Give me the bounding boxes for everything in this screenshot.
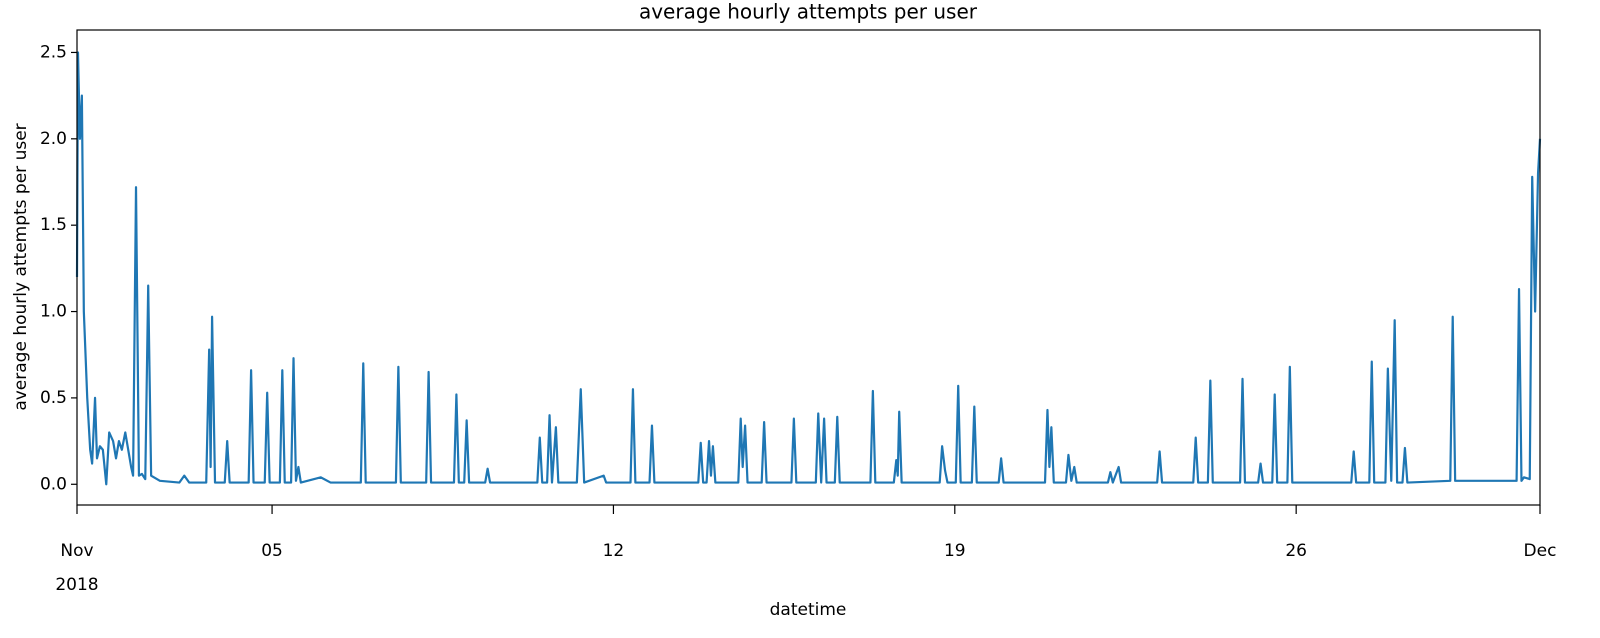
y-tick-label: 1.5 — [40, 215, 67, 235]
y-tick-label: 0.5 — [40, 388, 67, 408]
x-tick-label: Nov 2018 — [55, 541, 98, 595]
x-tick-label-line: Nov — [60, 541, 93, 561]
chart-title: average hourly attempts per user — [639, 0, 978, 24]
x-tick-label: 12 — [603, 541, 625, 561]
data-line — [75, 51, 1542, 486]
x-tick-label: 19 — [944, 541, 966, 561]
y-tick-label: 2.5 — [40, 42, 67, 62]
y-tick-label: 0.0 — [40, 474, 67, 494]
x-axis-label: datetime — [770, 600, 847, 620]
y-axis-label: average hourly attempts per user — [11, 123, 31, 410]
x-tick-label: Dec — [1524, 541, 1557, 561]
x-tick-label: 05 — [261, 541, 283, 561]
y-tick-label: 2.0 — [40, 129, 67, 149]
y-tick-label: 1.0 — [40, 302, 67, 322]
x-tick-label-line: 2018 — [55, 575, 98, 595]
x-tick-label: 26 — [1285, 541, 1307, 561]
plot-frame — [76, 29, 1541, 506]
